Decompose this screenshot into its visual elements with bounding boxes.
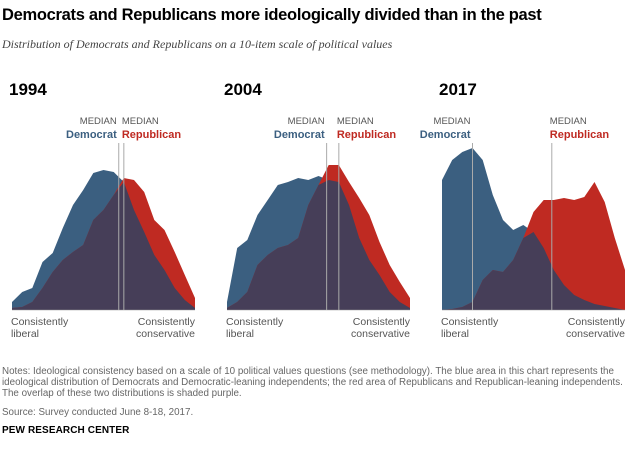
- panel-2004-title: 2004: [224, 80, 262, 99]
- panel-2017-overlap-area: [442, 232, 625, 310]
- panel-2017-title: 2017: [439, 80, 477, 99]
- panel-1994-median-democrat-word: MEDIAN: [80, 116, 117, 127]
- panel-2004-xlabel-left-line2: liberal: [226, 328, 254, 340]
- panel-1994-title: 1994: [9, 80, 47, 99]
- page-title: Democrats and Republicans more ideologic…: [2, 6, 542, 24]
- panel-2017-median-republican-label: Republican: [550, 129, 610, 141]
- panel-2004-median-republican-word: MEDIAN: [337, 116, 374, 127]
- panel-2004-xlabel-left-line1: Consistently: [226, 316, 284, 328]
- panel-2017-xlabel-left-line1: Consistently: [441, 316, 499, 328]
- organization-logo-text: PEW RESEARCH CENTER: [2, 425, 130, 436]
- panel-1994-median-republican-label: Republican: [122, 129, 182, 141]
- panel-2017-median-democrat-word: MEDIAN: [434, 116, 471, 127]
- panel-1994-median-republican-word: MEDIAN: [122, 116, 159, 127]
- page-subtitle: Distribution of Democrats and Republican…: [2, 37, 393, 51]
- panel-2017-xlabel-right-line1: Consistently: [568, 316, 626, 328]
- panel-1994-xlabel-left-line2: liberal: [11, 328, 39, 340]
- charts-area: 1994 MEDIAN Democrat MEDIAN Republican Consis…: [9, 80, 626, 340]
- panel-1994-xlabel-right-line2: conservative: [136, 328, 195, 340]
- panel-2017-median-republican-word: MEDIAN: [550, 116, 587, 127]
- panel-2004-xlabel-right-line2: conservative: [351, 328, 410, 340]
- panel-1994-xlabel-right-line1: Consistently: [138, 316, 196, 328]
- panel-2004-xlabel-right-line1: Consistently: [353, 316, 411, 328]
- panel-2017-xlabel-right-line2: conservative: [566, 328, 625, 340]
- notes-text: Notes: Ideological consistency based on …: [2, 366, 623, 400]
- panel-2017-democrat-area: [442, 148, 625, 310]
- panel-1994-median-democrat-label: Democrat: [66, 129, 117, 141]
- panel-2004-overlap-area: [227, 180, 410, 310]
- panel-2004-median-democrat-label: Democrat: [274, 129, 325, 141]
- panel-2004-median-republican-label: Republican: [337, 129, 397, 141]
- panel-1994-overlap-area: [12, 182, 195, 310]
- panel-2017-xlabel-left-line2: liberal: [441, 328, 469, 340]
- panel-1994-xlabel-left-line1: Consistently: [11, 316, 69, 328]
- source-text: Source: Survey conducted June 8-18, 2017…: [2, 407, 194, 418]
- panel-2017-median-democrat-label: Democrat: [420, 129, 471, 141]
- panel-2004-median-democrat-word: MEDIAN: [288, 116, 325, 127]
